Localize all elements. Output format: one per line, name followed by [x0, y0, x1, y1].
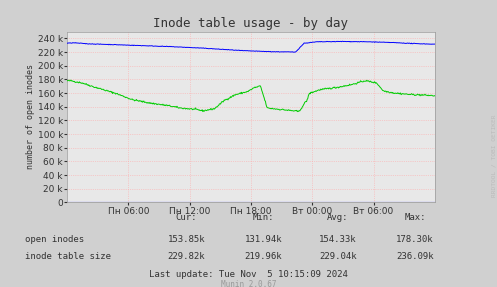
Text: 131.94k: 131.94k [245, 235, 282, 244]
Text: Cur:: Cur: [175, 213, 197, 222]
Y-axis label: number of open inodes: number of open inodes [26, 65, 35, 169]
Text: inode table size: inode table size [25, 252, 111, 261]
Text: RRDTOOL / TOBI OETIKER: RRDTOOL / TOBI OETIKER [491, 115, 496, 197]
Text: 219.96k: 219.96k [245, 252, 282, 261]
Text: Min:: Min: [252, 213, 274, 222]
Text: 154.33k: 154.33k [319, 235, 357, 244]
Text: Avg:: Avg: [327, 213, 349, 222]
Text: Last update: Tue Nov  5 10:15:09 2024: Last update: Tue Nov 5 10:15:09 2024 [149, 270, 348, 280]
Text: 153.85k: 153.85k [167, 235, 205, 244]
Text: Munin 2.0.67: Munin 2.0.67 [221, 280, 276, 287]
Text: 229.82k: 229.82k [167, 252, 205, 261]
Text: open inodes: open inodes [25, 235, 84, 244]
Text: 229.04k: 229.04k [319, 252, 357, 261]
Title: Inode table usage - by day: Inode table usage - by day [154, 18, 348, 30]
Text: Max:: Max: [404, 213, 426, 222]
Text: 236.09k: 236.09k [396, 252, 434, 261]
Text: 178.30k: 178.30k [396, 235, 434, 244]
